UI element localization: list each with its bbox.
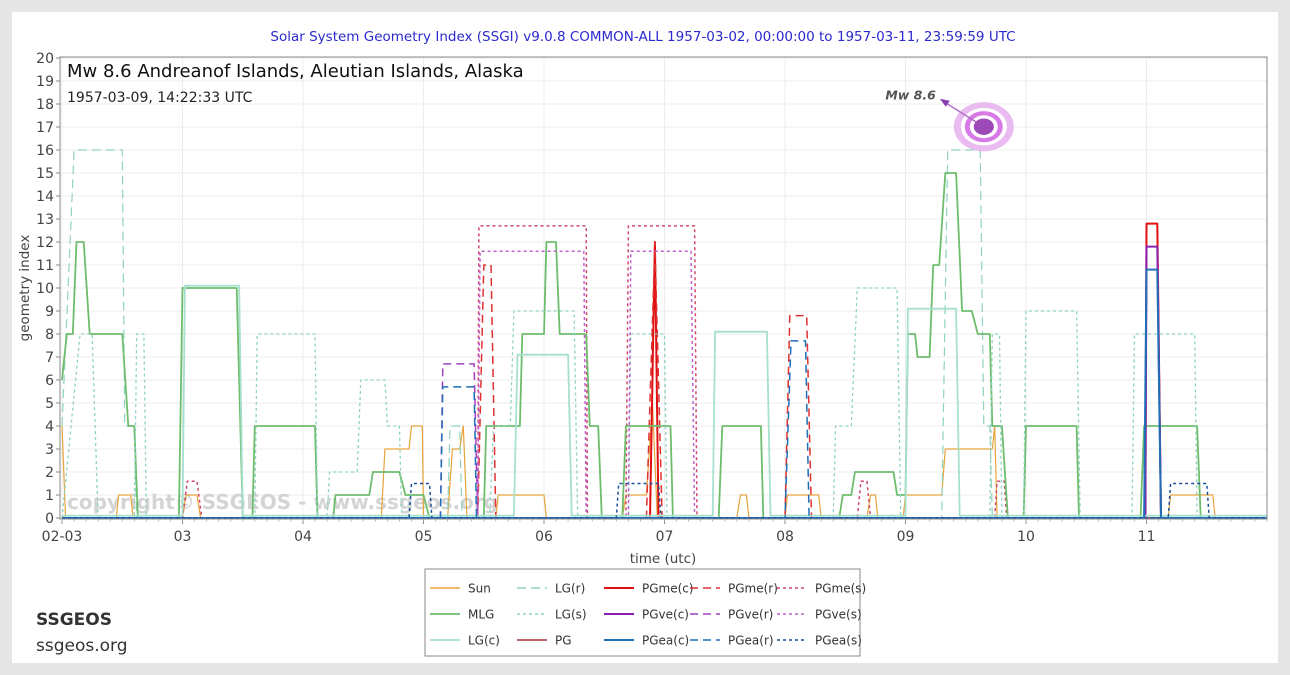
y-tick-label: 6 [45,373,54,389]
x-tick-label: 08 [776,529,794,545]
y-tick-label: 7 [45,350,54,366]
y-tick-label: 13 [36,212,54,228]
x-tick-label: 11 [1138,529,1156,545]
legend-label: PGea(c) [642,634,689,648]
chart-title: Mw 8.6 Andreanof Islands, Aleutian Islan… [67,61,524,82]
x-axis: 02-03 03 04 05 06 07 08 09 10 11 [42,519,1268,545]
series-line-lgr [61,149,1267,519]
legend-label: PGve(c) [642,608,689,622]
event-marker-core [973,118,994,135]
x-tick-label: 02-03 [42,529,83,545]
x-tick-label: 06 [535,529,553,545]
y-tick-label: 12 [36,235,54,251]
brand-name: SSGEOS [36,610,112,630]
y-tick-label: 11 [36,258,54,274]
x-tick-label: 05 [415,529,433,545]
y-tick-label: 18 [36,97,54,113]
y-tick-label: 3 [45,442,54,458]
x-tick-label: 03 [174,529,192,545]
legend-label: PGea(r) [728,634,774,648]
x-tick-label: 10 [1017,529,1035,545]
x-axis-label: time (utc) [630,551,697,567]
y-tick-label: 1 [45,488,54,504]
y-tick-label: 20 [36,51,54,67]
chart: Solar System Geometry Index (SSGI) v9.0.… [17,29,1268,657]
legend-label: MLG [468,608,494,622]
y-tick-label: 16 [36,143,54,159]
y-axis-label: geometry index [17,235,33,342]
legend-box [424,568,861,657]
series-layer [61,149,1267,519]
legend-label: PGme(c) [642,582,694,596]
chart-header: Solar System Geometry Index (SSGI) v9.0.… [270,29,1015,45]
series-line-pgear [62,340,1267,519]
event-marker-label: Mw 8.6 [885,88,936,103]
legend-label: PGme(s) [815,582,866,596]
series-line-pgeas [62,482,1267,519]
x-tick-label: 09 [897,529,915,545]
x-tick-label: 04 [294,529,312,545]
chart-card: Solar System Geometry Index (SSGI) v9.0.… [12,12,1278,663]
y-tick-label: 10 [36,281,54,297]
legend-label: LG(c) [468,634,500,648]
y-tick-label: 2 [45,465,54,481]
legend-label: PGme(r) [728,582,778,596]
event-marker-arrow [943,101,977,123]
chart-subtitle: 1957-03-09, 14:22:33 UTC [67,90,253,106]
legend-label: PGve(r) [728,608,773,622]
series-line-pgmer [62,241,1267,519]
y-tick-label: 8 [45,327,54,343]
legend-label: LG(s) [555,608,587,622]
legend: Sun LG(r) PGme(c) PGme(r) PGme(s) MLG LG(s) PGv… [424,568,866,657]
legend-label: PGve(s) [815,608,862,622]
event-marker-arrow-head [939,98,950,107]
legend-label: Sun [468,582,491,596]
y-tick-label: 4 [45,419,54,435]
y-tick-label: 0 [45,511,54,527]
legend-label: PGea(s) [815,634,862,648]
event-marker: Mw 8.6 [885,88,1014,152]
legend-label: LG(r) [555,582,585,596]
y-tick-label: 15 [36,166,54,182]
brand-url: ssgeos.org [36,636,128,656]
x-tick-label: 07 [656,529,674,545]
y-tick-label: 17 [36,120,54,136]
y-tick-label: 9 [45,304,54,320]
y-tick-label: 14 [36,189,54,205]
legend-label: PG [555,634,572,648]
y-tick-label: 5 [45,396,54,412]
series-line-lgc [62,284,1267,517]
y-tick-label: 19 [36,74,54,90]
